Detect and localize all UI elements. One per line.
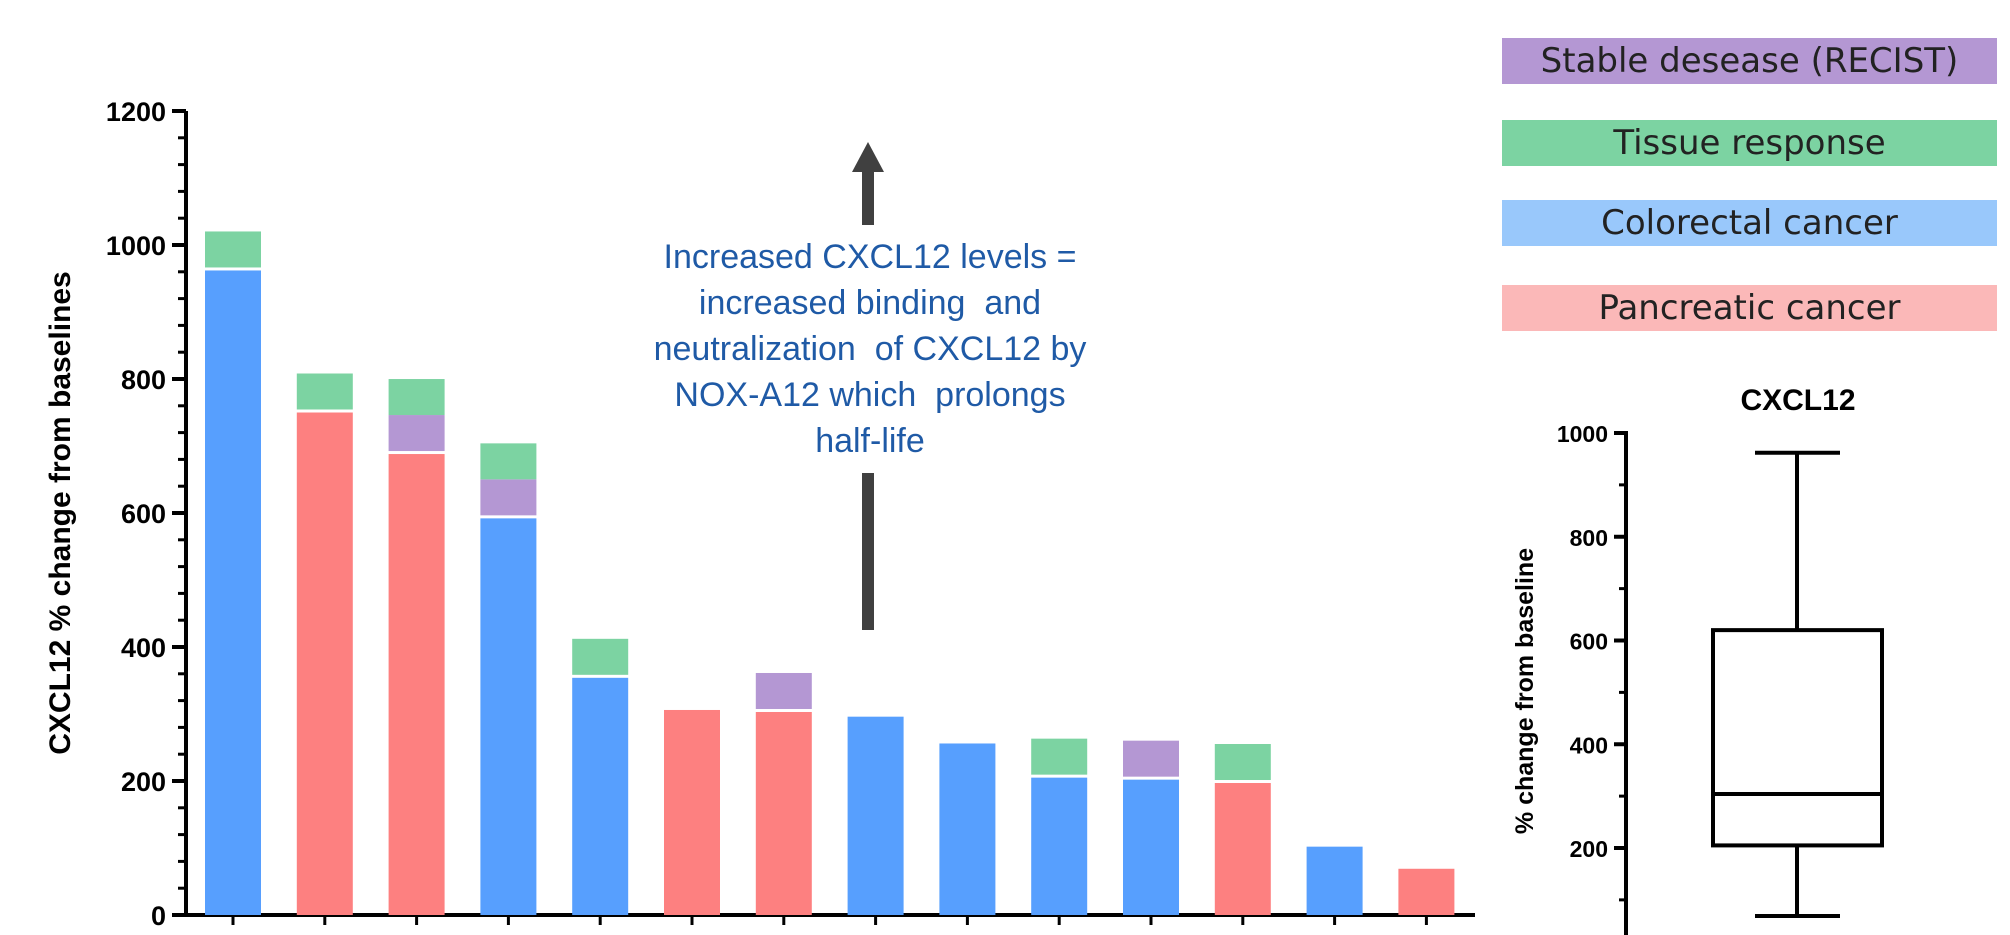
annotation-line: NOX-A12 which prolongs	[674, 376, 1066, 414]
bar-pancreatic	[664, 709, 720, 915]
legend-tissue-response: Tissue response	[1502, 120, 1997, 166]
y-tick-label: 1200	[106, 97, 166, 127]
legend-stable-disease: Stable desease (RECIST)	[1502, 38, 1997, 84]
legend-colorectal-cancer: Colorectal cancer	[1502, 200, 1997, 246]
bar-colorectal	[939, 743, 996, 915]
annotation-box: Increased CXCL12 levels = increased bind…	[590, 225, 1150, 473]
y-tick-label: 0	[151, 901, 166, 931]
bar-stable-disease-segment	[755, 672, 812, 709]
bar-pancreatic	[388, 454, 445, 915]
bar-colorectal	[205, 270, 261, 916]
bar-tissue-response-segment	[480, 443, 537, 480]
legend-label: Tissue response	[1613, 123, 1886, 163]
legend-pancreatic-cancer: Pancreatic cancer	[1502, 285, 1997, 331]
annotation-line: increased binding and	[698, 284, 1042, 322]
bar-stable-disease-segment	[480, 479, 537, 516]
bar-colorectal	[480, 518, 537, 915]
y-tick-label: 600	[121, 499, 166, 529]
bar-pancreatic	[296, 412, 353, 915]
bar-chart: 0 200 400 600 800 1000 1200 CXCL12 % change fro…	[44, 97, 1475, 931]
box-y-tick-label: 200	[1570, 836, 1608, 862]
bar-tissue-response-segment	[1031, 738, 1088, 775]
box-y-tick-label: 600	[1570, 629, 1608, 655]
bar-colorectal	[1031, 777, 1088, 915]
legend-label: Colorectal cancer	[1601, 203, 1898, 243]
bar-stable-disease-segment	[388, 415, 445, 452]
box-y-tick-label: 1000	[1557, 421, 1608, 447]
bar-tissue-response-segment	[1214, 744, 1271, 781]
bar-tissue-response-segment	[296, 373, 353, 410]
iqr-box	[1711, 628, 1884, 848]
bar-pancreatic	[755, 711, 812, 915]
annotation-line: Increased CXCL12 levels =	[663, 238, 1077, 276]
bar-colorectal	[847, 716, 904, 915]
bar-pancreatic	[1398, 868, 1455, 915]
y-tick-label: 1000	[106, 231, 166, 261]
annotation-line: neutralization of CXCL12 by	[653, 330, 1087, 368]
y-axis-title: CXCL12 % change from baselines	[44, 271, 77, 755]
box-plot-title: CXCL12	[1740, 384, 1855, 417]
box-y-axis-title: % change from baseline	[1511, 548, 1539, 834]
bar-stable-disease-segment	[1123, 740, 1179, 777]
bar-tissue-response-segment	[388, 379, 445, 416]
bar-pancreatic	[1214, 783, 1271, 915]
arrow-head	[852, 142, 884, 172]
legend-label: Stable desease (RECIST)	[1540, 41, 1959, 81]
y-tick-label: 800	[121, 365, 166, 395]
bar-colorectal	[1306, 846, 1363, 915]
legend-label: Pancreatic cancer	[1598, 288, 1901, 328]
y-tick-label: 400	[121, 633, 166, 663]
bar-tissue-response-segment	[205, 231, 261, 268]
bar-tissue-response-segment	[572, 638, 629, 675]
y-tick-label: 200	[121, 767, 166, 797]
box-plot: 200 400 600 800 1000 % change from baseline CX…	[1511, 384, 1884, 935]
bar-colorectal	[572, 677, 629, 915]
bar-colorectal	[1123, 779, 1179, 915]
box-y-tick-label: 400	[1570, 732, 1608, 758]
annotation-line: half-life	[815, 422, 925, 460]
box-y-tick-label: 800	[1570, 525, 1608, 551]
